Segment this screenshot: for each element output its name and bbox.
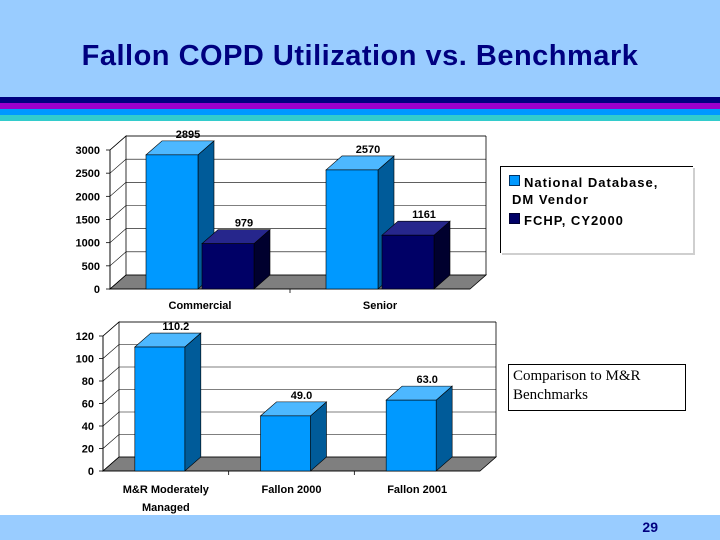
legend-entry-fchp: FCHP, CY2000: [509, 212, 624, 229]
chart1-y-tick-label: 2000: [76, 191, 100, 203]
chart2-y-tick-label: 60: [82, 399, 94, 411]
chart2-y-tick-label: 80: [82, 376, 94, 388]
chart2-gridline: [102, 411, 496, 427]
chart1-data-label-fchp: 1161: [412, 209, 436, 221]
commercial-senior-chart: 0 500 1000 1500 2000 2500 3000 2895 979 Commercia…: [76, 129, 488, 312]
chart2-data-label: 63.0: [416, 374, 437, 386]
chart2-x-category-label: Managed: [142, 502, 190, 514]
chart1-y-tick-label: 1000: [76, 238, 100, 250]
chart2-y-tick-label: 20: [82, 444, 94, 456]
chart2-bar-side: [184, 332, 202, 472]
chart1-y-tick-label: 500: [82, 261, 100, 273]
header-stripe-teal: [0, 115, 720, 121]
page-number: 29: [642, 519, 658, 535]
chart1-y-tick-label: 2500: [76, 168, 100, 180]
chart1-data-label-national: 2570: [356, 144, 380, 156]
legend-label-national-line2: DM Vendor: [512, 192, 589, 207]
chart2-gridline: [102, 456, 496, 472]
chart2-x-category-label: Fallon 2001: [387, 484, 447, 496]
chart2-data-label: 49.0: [291, 390, 312, 402]
chart1-data-label-national: 2895: [176, 129, 200, 141]
chart2-data-label: 110.2: [162, 321, 189, 333]
chart1-y-tick-label: 3000: [76, 145, 100, 157]
chart1-bar-fchp: [381, 234, 435, 290]
chart1-bar-national: [325, 169, 379, 290]
chart2-gridline: [102, 344, 496, 359]
chart2-bar-side: [435, 385, 453, 472]
chart2-x-category-label: M&R Moderately: [123, 484, 210, 496]
chart1-y-tick-label: 1500: [76, 215, 100, 227]
chart-legend: National Database, DM Vendor FCHP, CY200…: [500, 166, 693, 253]
slide-title: Fallon COPD Utilization vs. Benchmark: [81, 40, 639, 72]
header-stripe-navy: [0, 97, 720, 103]
legend-swatch-national: [509, 175, 520, 186]
mr-benchmark-chart: 0 20 40 60 80 100 120 110.2 M&R Moderately Manage…: [76, 321, 498, 514]
chart2-y-tick-label: 0: [88, 466, 94, 478]
slide-header: [0, 0, 720, 97]
chart1-x-category-label: Senior: [363, 300, 398, 312]
legend-entry-national: National Database, DM Vendor: [509, 174, 658, 208]
legend-label-national-line1: National Database,: [524, 175, 659, 190]
legend-label-fchp: FCHP, CY2000: [524, 213, 624, 228]
chart2-gridline: [102, 434, 496, 449]
slide-footer: 29: [0, 515, 720, 540]
chart2-gridline: [102, 366, 496, 382]
legend-swatch-fchp: [509, 213, 520, 224]
chart2-y-tick-label: 120: [76, 331, 94, 343]
header-stripe-blue: [0, 109, 720, 115]
chart2-bar: [385, 399, 437, 472]
chart1-data-label-fchp: 979: [235, 218, 253, 230]
comparison-note: Comparison to M&R Benchmarks: [508, 364, 686, 411]
chart2-bar: [260, 415, 311, 472]
chart1-bar-national: [145, 154, 199, 290]
chart2-y-tick-label: 40: [82, 421, 94, 433]
chart1-x-category-label: Commercial: [169, 300, 232, 312]
header-stripe-purple: [0, 103, 720, 109]
chart1-bar-fchp: [201, 243, 255, 290]
chart1-gridline: [109, 135, 486, 151]
chart2-gridline: [102, 321, 496, 337]
chart2-x-category-label: Fallon 2000: [262, 484, 322, 496]
chart2-gridline: [102, 389, 496, 404]
chart2-y-tick-label: 100: [76, 354, 94, 366]
chart2-bar: [134, 346, 186, 472]
chart1-y-tick-label: 0: [94, 284, 100, 296]
